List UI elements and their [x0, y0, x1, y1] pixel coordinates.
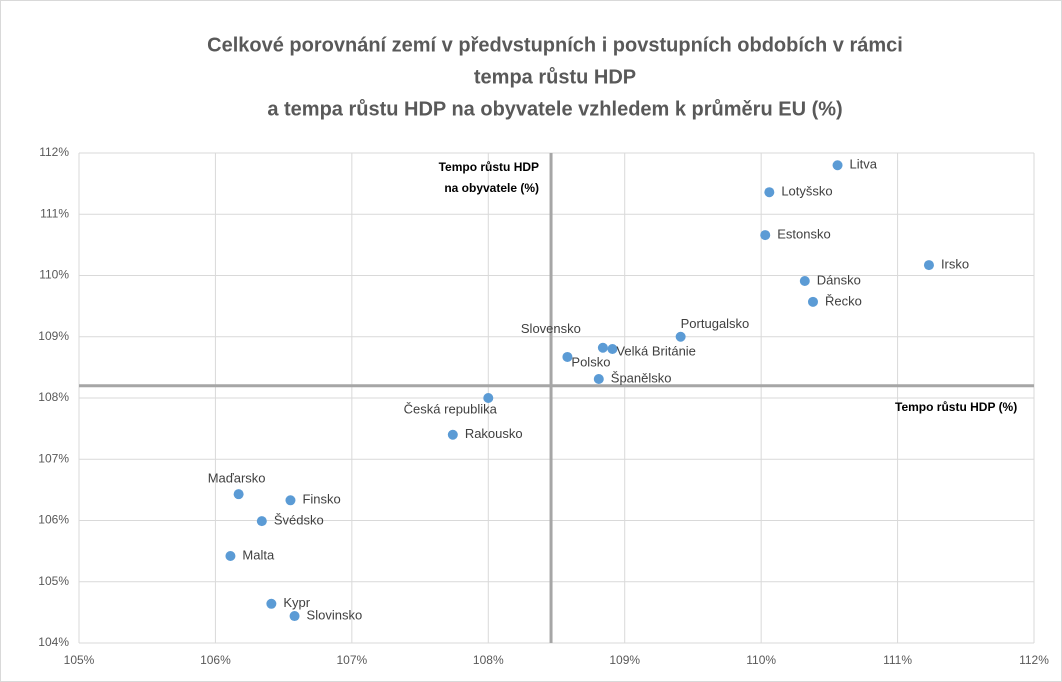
point	[593, 374, 604, 385]
x-tick-label: 112%	[1019, 653, 1049, 667]
point-label: Řecko	[825, 293, 862, 308]
point-label: Velká Británie	[616, 343, 696, 358]
point-label: Finsko	[302, 492, 340, 507]
point	[266, 598, 277, 609]
point-label: Dánsko	[817, 272, 861, 287]
point-label: Slovensko	[521, 321, 581, 336]
point	[447, 429, 458, 440]
point-label: Maďarsko	[208, 471, 266, 486]
point-label: Švédsko	[274, 513, 324, 528]
x-tick-label: 110%	[746, 653, 776, 667]
point-label: Irsko	[941, 257, 969, 272]
point-label: Portugalsko	[681, 316, 750, 331]
x-tick-label: 111%	[883, 653, 912, 667]
point-label: Estonsko	[777, 227, 830, 242]
point	[285, 495, 296, 506]
point	[675, 331, 686, 342]
point-label: Polsko	[571, 354, 610, 369]
y-tick-label: 107%	[38, 451, 69, 465]
point-label: Lotyšsko	[781, 184, 832, 199]
point	[562, 351, 573, 362]
point	[832, 160, 843, 171]
point	[233, 489, 244, 500]
x-tick-label: 107%	[337, 653, 368, 667]
point	[760, 230, 771, 241]
y-tick-label: 110%	[39, 268, 69, 282]
chart-title: a tempa růstu HDP na obyvatele vzhledem …	[267, 98, 842, 120]
y-tick-label: 112%	[39, 145, 69, 159]
point	[289, 611, 300, 622]
y-tick-label: 109%	[38, 329, 69, 343]
point-label: Kypr	[283, 595, 310, 610]
x-tick-label: 109%	[609, 653, 640, 667]
point	[483, 393, 494, 403]
reference-label: na obyvatele (%)	[444, 181, 539, 195]
point-label: Česká republika	[404, 401, 498, 416]
reference-label: Tempo růstu HDP (%)	[895, 400, 1017, 414]
x-tick-label: 106%	[200, 653, 231, 667]
chart-title: tempa růstu HDP	[474, 66, 636, 88]
point	[256, 516, 267, 527]
point-label: Rakousko	[465, 426, 523, 441]
point-label: Litva	[850, 157, 878, 172]
y-tick-label: 111%	[40, 206, 69, 220]
y-tick-label: 104%	[38, 635, 69, 649]
point-label: Malta	[242, 547, 275, 562]
point	[799, 276, 810, 287]
chart-title: Celkové porovnání zemí v předvstupních i…	[207, 34, 903, 56]
x-tick-label: 108%	[473, 653, 504, 667]
point	[764, 187, 775, 198]
y-tick-label: 106%	[38, 513, 69, 527]
point-label: Španělsko	[611, 370, 672, 385]
point	[597, 342, 608, 353]
point	[807, 296, 818, 307]
point	[607, 344, 618, 354]
y-tick-label: 105%	[38, 574, 69, 588]
point	[225, 551, 236, 562]
reference-label: Tempo růstu HDP	[439, 160, 539, 174]
point-label: Slovinsko	[307, 607, 363, 622]
x-tick-label: 105%	[64, 653, 95, 667]
point	[923, 260, 934, 271]
y-tick-label: 108%	[38, 390, 69, 404]
